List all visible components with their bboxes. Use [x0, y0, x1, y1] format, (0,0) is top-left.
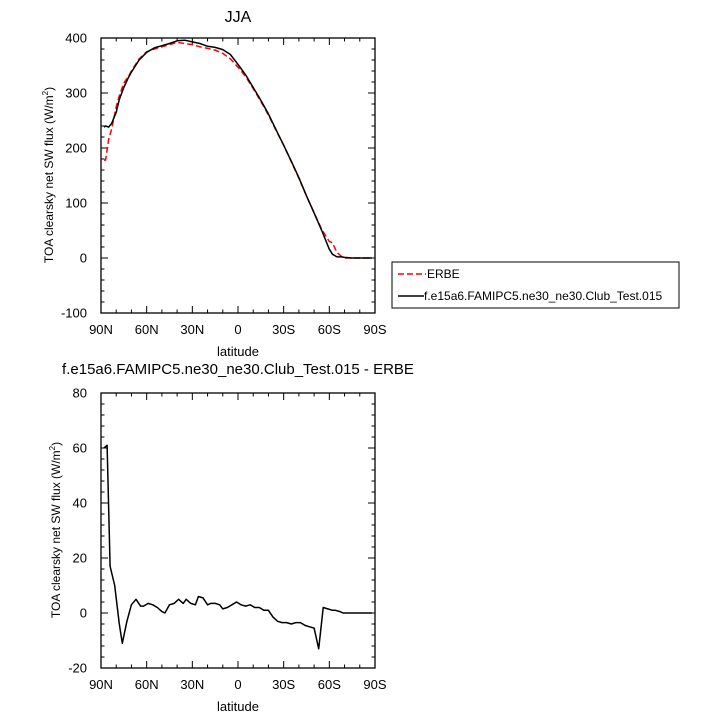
chart-title: f.e15a6.FAMIPC5.ne30_ne30.Club_Test.015 … — [62, 361, 414, 378]
y-axis-label-superscript: 2 — [48, 445, 57, 450]
x-tick-label: 60N — [135, 677, 159, 692]
y-axis-label-main: TOA clearsky net SW flux (W/m — [49, 450, 63, 618]
y-axis-label: TOA clearsky net SW flux (W/m2) — [48, 442, 63, 618]
plot-frame — [100, 392, 376, 669]
x-tick-label: 90N — [89, 677, 113, 692]
x-tick-label: 90S — [363, 677, 386, 692]
series-lines — [103, 39, 372, 259]
y-tick-label: 60 — [73, 441, 87, 456]
x-tick-label: 60S — [318, 677, 341, 692]
y-tick-label: 300 — [65, 86, 87, 101]
y-tick-label: 80 — [73, 386, 87, 401]
x-tick-label: 0 — [234, 677, 241, 692]
chart-panel-top: JJA 90N 60N 30N 0 30S 60S 90S -100 0 100 200 300 400… — [41, 9, 387, 359]
x-tick-label: 30N — [180, 322, 204, 337]
y-tick-label: 20 — [73, 551, 87, 566]
y-tick-label: 100 — [65, 196, 87, 211]
x-tick-label: 60S — [318, 322, 341, 337]
chart-panel-bottom: f.e15a6.FAMIPC5.ne30_ne30.Club_Test.015 … — [48, 361, 414, 714]
x-tick-label: 30S — [272, 322, 295, 337]
y-tick-label: -100 — [61, 306, 87, 321]
series-line-f-e15a6-famipc5-ne30-ne30-club-test-015 — [103, 39, 372, 259]
plot-frame — [100, 37, 376, 314]
x-tick-label: 60N — [135, 322, 159, 337]
y-axis-label-superscript: 2 — [41, 90, 50, 95]
x-tick-label: 90N — [89, 322, 113, 337]
x-axis-label: latitude — [217, 699, 259, 714]
axis-ticks: 90N 60N 30N 0 30S 60S 90S -100 0 100 200 300 400 — [61, 31, 387, 338]
y-tick-label: 400 — [65, 31, 87, 46]
x-tick-label: 90S — [363, 322, 386, 337]
y-tick-label: 40 — [73, 496, 87, 511]
y-axis-label-main: TOA clearsky net SW flux (W/m — [42, 95, 56, 263]
axis-ticks: 90N 60N 30N 0 30S 60S 90S -20 0 20 40 60 80 — [68, 386, 387, 693]
y-tick-label: -20 — [68, 661, 87, 676]
x-axis-label: latitude — [217, 344, 259, 359]
legend-label-erbe: ERBE — [427, 267, 460, 281]
y-axis-label-end: ) — [42, 87, 56, 91]
legend-box — [391, 261, 680, 309]
y-tick-label: 0 — [80, 251, 87, 266]
y-tick-label: 200 — [65, 141, 87, 156]
x-tick-label: 30S — [272, 677, 295, 692]
chart-title: JJA — [225, 9, 252, 26]
x-tick-label: 30N — [180, 677, 204, 692]
y-axis-label-end: ) — [49, 442, 63, 446]
legend: ERBE f.e15a6.FAMIPC5.ne30_ne30.Club_Test… — [391, 261, 680, 309]
y-tick-label: 0 — [80, 606, 87, 621]
series-lines — [103, 444, 372, 650]
x-tick-label: 0 — [234, 322, 241, 337]
series-line-difference-0 — [103, 444, 372, 650]
y-axis-label: TOA clearsky net SW flux (W/m2) — [41, 87, 56, 263]
series-line-erbe — [104, 41, 372, 259]
legend-label-model: f.e15a6.FAMIPC5.ne30_ne30.Club_Test.015 — [424, 289, 662, 303]
